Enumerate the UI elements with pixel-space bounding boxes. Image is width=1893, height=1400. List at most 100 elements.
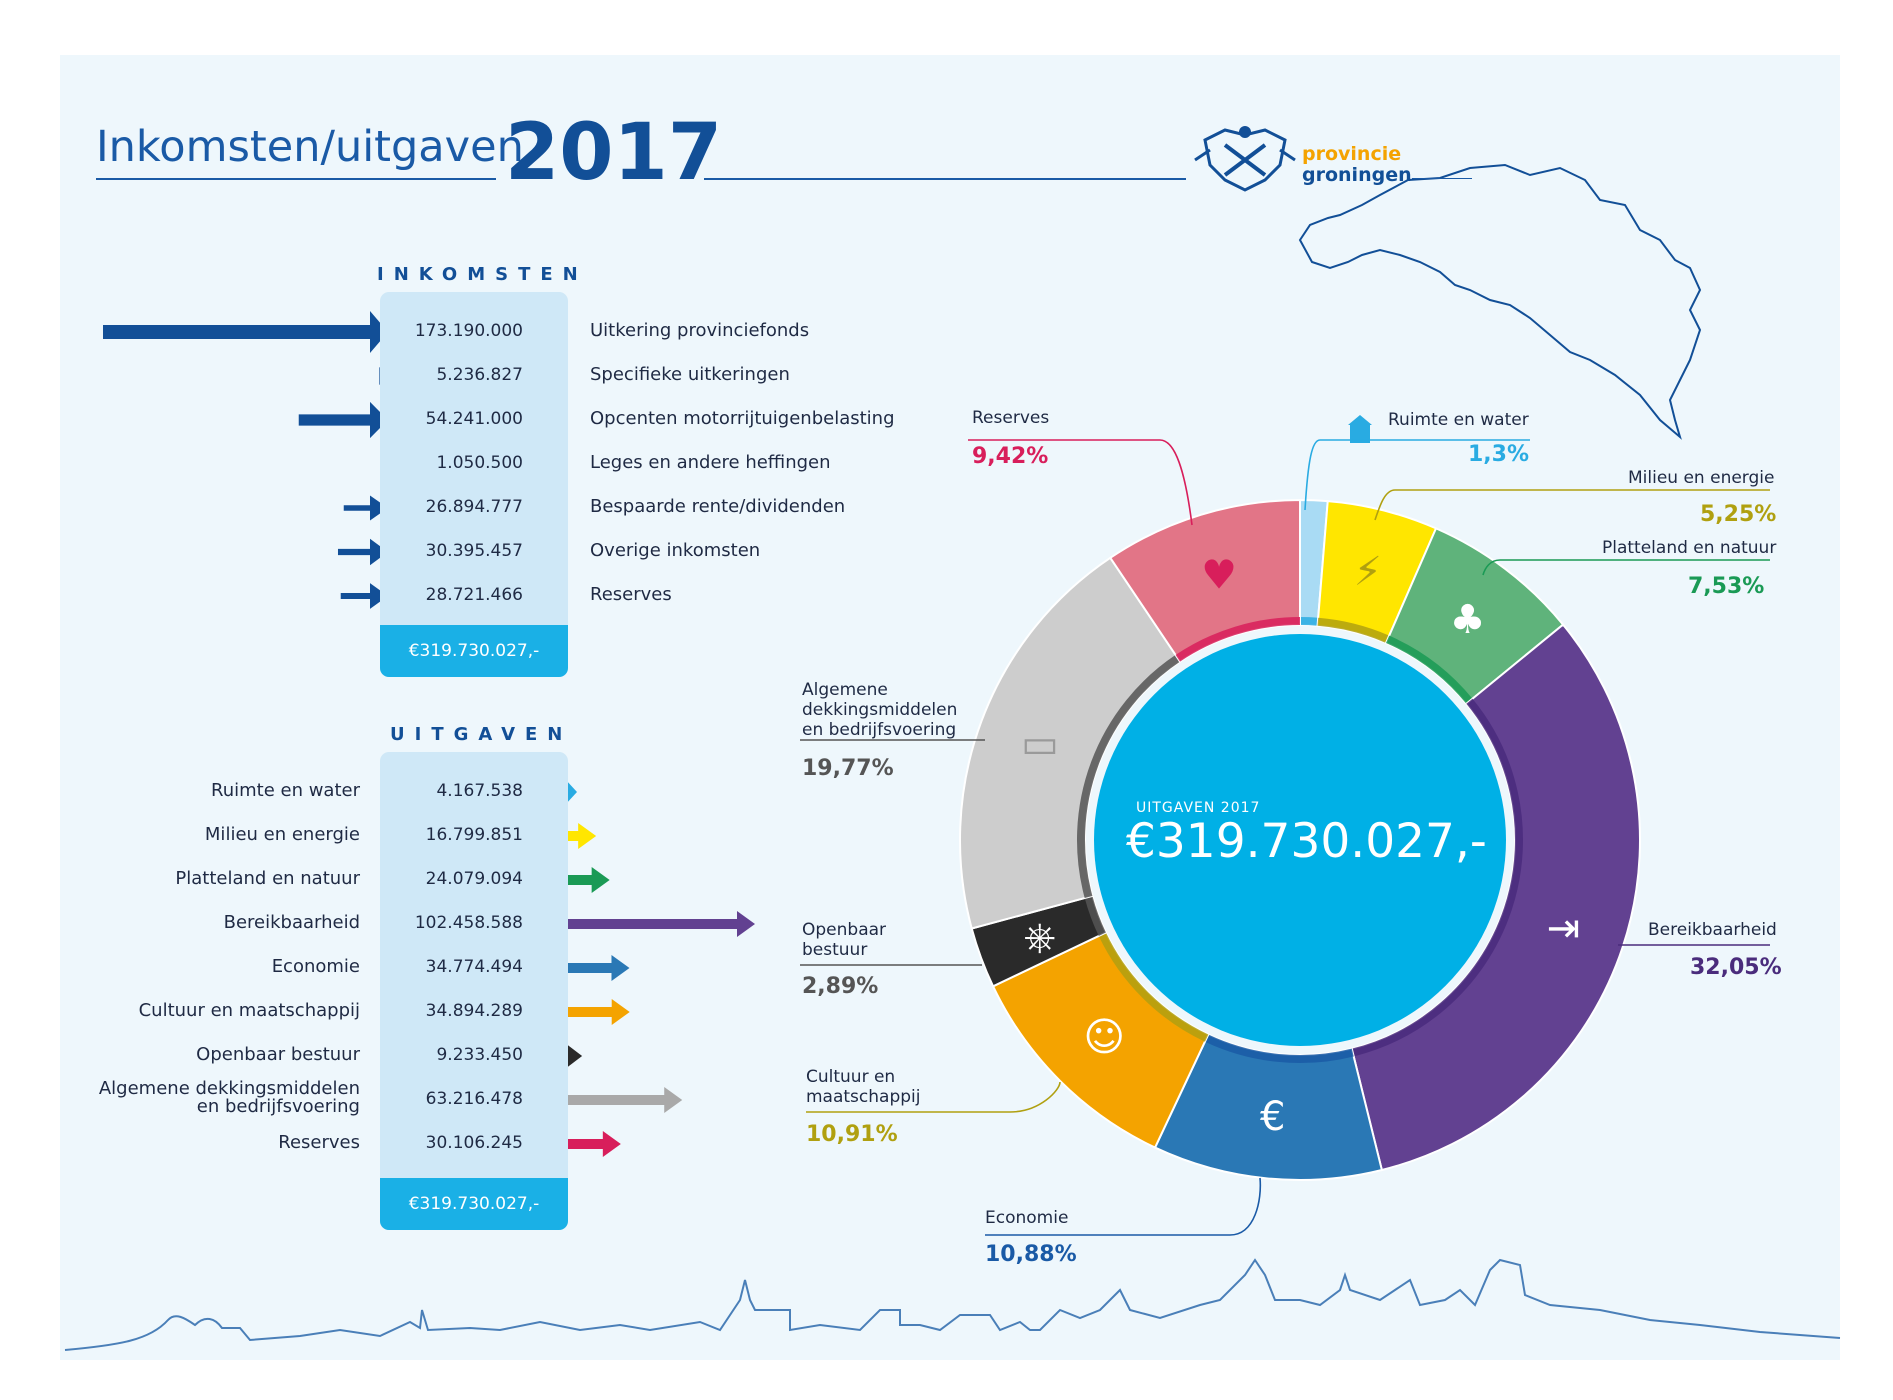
donut-slice-ring bbox=[1204, 1034, 1354, 1063]
donut-slice-ring bbox=[1299, 617, 1319, 626]
ann-cultuur-line1: Cultuur en bbox=[806, 1067, 896, 1087]
donut-slice-ring bbox=[1351, 698, 1523, 1057]
sheep-tree-icon: ♣ bbox=[1450, 597, 1486, 643]
inkomsten-value: 173.190.000 bbox=[414, 321, 523, 341]
uitgaven-arrow bbox=[565, 823, 597, 849]
inkomsten-value: 5.236.827 bbox=[436, 365, 523, 385]
uitgaven-label: Cultuur en maatschappij bbox=[138, 1000, 360, 1021]
ann-ruimte-pct: 1,3% bbox=[1468, 442, 1530, 467]
ann-algemene-pct: 19,77% bbox=[802, 756, 894, 781]
province-map-outline bbox=[1298, 163, 1702, 440]
uitgaven-value: 30.106.245 bbox=[425, 1133, 523, 1153]
ann-algemene-line1: Algemene bbox=[802, 680, 888, 700]
donut-slice bbox=[1108, 498, 1301, 663]
uitgaven-label: Ruimte en water bbox=[211, 780, 360, 801]
logo-line2: groningen bbox=[1302, 164, 1412, 186]
inkomsten-title: INKOMSTEN bbox=[377, 264, 588, 285]
leader-lines bbox=[800, 439, 1770, 1236]
ann-openbaar-line2: bestuur bbox=[802, 940, 868, 960]
donut-center bbox=[1094, 634, 1506, 1046]
provincie-crest bbox=[1194, 126, 1296, 192]
uitgaven-value: 4.167.538 bbox=[436, 781, 523, 801]
donut-slice-ring bbox=[1386, 635, 1473, 704]
uitgaven-arrow bbox=[565, 1131, 621, 1157]
uitgaven-label: Algemene dekkingsmiddelen en bedrijfsvoe… bbox=[98, 1078, 360, 1117]
uitgaven-title: UITGAVEN bbox=[390, 724, 573, 745]
inkomsten-arrow bbox=[298, 401, 388, 439]
inkomsten-label: Reserves bbox=[590, 584, 672, 605]
uitgaven-arrow bbox=[565, 999, 630, 1025]
logo-wordmark: provincie groningen bbox=[1302, 144, 1412, 186]
city-skyline bbox=[64, 1258, 1841, 1351]
inkomsten-label: Opcenten motorrijtuigenbelasting bbox=[590, 408, 895, 429]
ann-economie-label: Economie bbox=[985, 1208, 1069, 1228]
ann-cultuur-label: Cultuur en maatschappij bbox=[806, 1067, 920, 1107]
donut-slice bbox=[1350, 623, 1641, 1172]
theatre-masks-icon: ☺ bbox=[1083, 1015, 1125, 1061]
uitgaven-arrow bbox=[565, 1043, 583, 1069]
ann-algemene-line2: dekkingsmiddelen bbox=[802, 700, 958, 720]
ann-cultuur-pct: 10,91% bbox=[806, 1122, 898, 1147]
inkomsten-value: 28.721.466 bbox=[425, 585, 523, 605]
ann-ruimte-label: Ruimte en water bbox=[1388, 410, 1529, 430]
uitgaven-value: 16.799.851 bbox=[425, 825, 523, 845]
uitgaven-label: Economie bbox=[271, 956, 360, 977]
uitgaven-label: Reserves bbox=[278, 1132, 360, 1153]
ann-openbaar-pct: 2,89% bbox=[802, 974, 879, 999]
uitgaven-value: 34.894.289 bbox=[425, 1001, 523, 1021]
ann-algemene-label: Algemene dekkingsmiddelen en bedrijfsvoe… bbox=[802, 680, 957, 740]
inkomsten-label: Uitkering provinciefonds bbox=[590, 320, 810, 341]
ann-platteland-label: Platteland en natuur bbox=[1602, 538, 1777, 558]
piggy-bank-icon: ♥ bbox=[1201, 553, 1237, 599]
inkomsten-label: Leges en andere heffingen bbox=[590, 452, 831, 473]
ann-reserves-pct: 9,42% bbox=[972, 444, 1049, 469]
donut-slice-ring bbox=[1317, 617, 1390, 643]
donut-chart: ⚡ ♣ ⇥ € ☺ ⎈ ▭ ♥ bbox=[959, 415, 1641, 1181]
ann-openbaar-label: Openbaar bestuur bbox=[802, 920, 886, 960]
ann-platteland-pct: 7,53% bbox=[1688, 574, 1765, 599]
title-rule-right bbox=[704, 178, 1186, 180]
ann-bereikbaarheid-pct: 32,05% bbox=[1690, 955, 1782, 980]
donut-slice-ring bbox=[1175, 617, 1301, 662]
title-underline bbox=[96, 178, 496, 180]
inkomsten-arrow bbox=[340, 583, 388, 609]
ann-milieu-pct: 5,25% bbox=[1700, 502, 1777, 527]
uitgaven-arrow bbox=[565, 867, 610, 893]
uitgaven-table: €319.730.027,- bbox=[380, 752, 568, 1230]
uitgaven-label: Platteland en natuur bbox=[175, 868, 360, 889]
uitgaven-label: Bereikbaarheid bbox=[223, 912, 360, 933]
inkomsten-label: Specifieke uitkeringen bbox=[590, 364, 790, 385]
donut-slice bbox=[959, 556, 1182, 930]
enter-arrow-icon: ⇥ bbox=[1547, 905, 1581, 951]
inkomsten-table: €319.730.027,- bbox=[380, 292, 568, 677]
inkomsten-value: 30.395.457 bbox=[425, 541, 523, 561]
uitgaven-arrow bbox=[565, 955, 630, 981]
inkomsten-label: Bespaarde rente/dividenden bbox=[590, 496, 846, 517]
uitgaven-total: €319.730.027,- bbox=[380, 1178, 568, 1230]
ann-milieu-label: Milieu en energie bbox=[1628, 468, 1775, 488]
uitgaven-value: 9.233.450 bbox=[436, 1045, 523, 1065]
uitgaven-label: Milieu en energie bbox=[204, 824, 360, 845]
ship-wheel-icon: ⎈ bbox=[1024, 914, 1056, 960]
uitgaven-value: 63.216.478 bbox=[425, 1089, 523, 1109]
title-rule-map bbox=[1412, 178, 1472, 179]
donut-slice-ring bbox=[1077, 654, 1181, 899]
uitgaven-arrow bbox=[565, 1087, 683, 1113]
uitgaven-arrow bbox=[565, 779, 577, 805]
briefcase-icon: ▭ bbox=[1021, 721, 1059, 767]
inkomsten-arrow bbox=[337, 538, 388, 566]
uitgaven-arrow bbox=[565, 911, 755, 937]
uitgaven-value: 102.458.588 bbox=[414, 913, 523, 933]
ann-openbaar-line1: Openbaar bbox=[802, 920, 887, 940]
inkomsten-value: 26.894.777 bbox=[425, 497, 523, 517]
logo-line1: provincie bbox=[1302, 143, 1402, 165]
page-year: 2017 bbox=[505, 108, 723, 198]
ann-reserves-label: Reserves bbox=[972, 408, 1050, 428]
leaf-bolt-icon: ⚡ bbox=[1354, 549, 1382, 595]
uitgaven-label: Openbaar bestuur bbox=[196, 1044, 360, 1065]
ann-cultuur-line2: maatschappij bbox=[806, 1087, 921, 1107]
inkomsten-label: Overige inkomsten bbox=[590, 540, 761, 561]
inkomsten-value: 1.050.500 bbox=[436, 453, 523, 473]
